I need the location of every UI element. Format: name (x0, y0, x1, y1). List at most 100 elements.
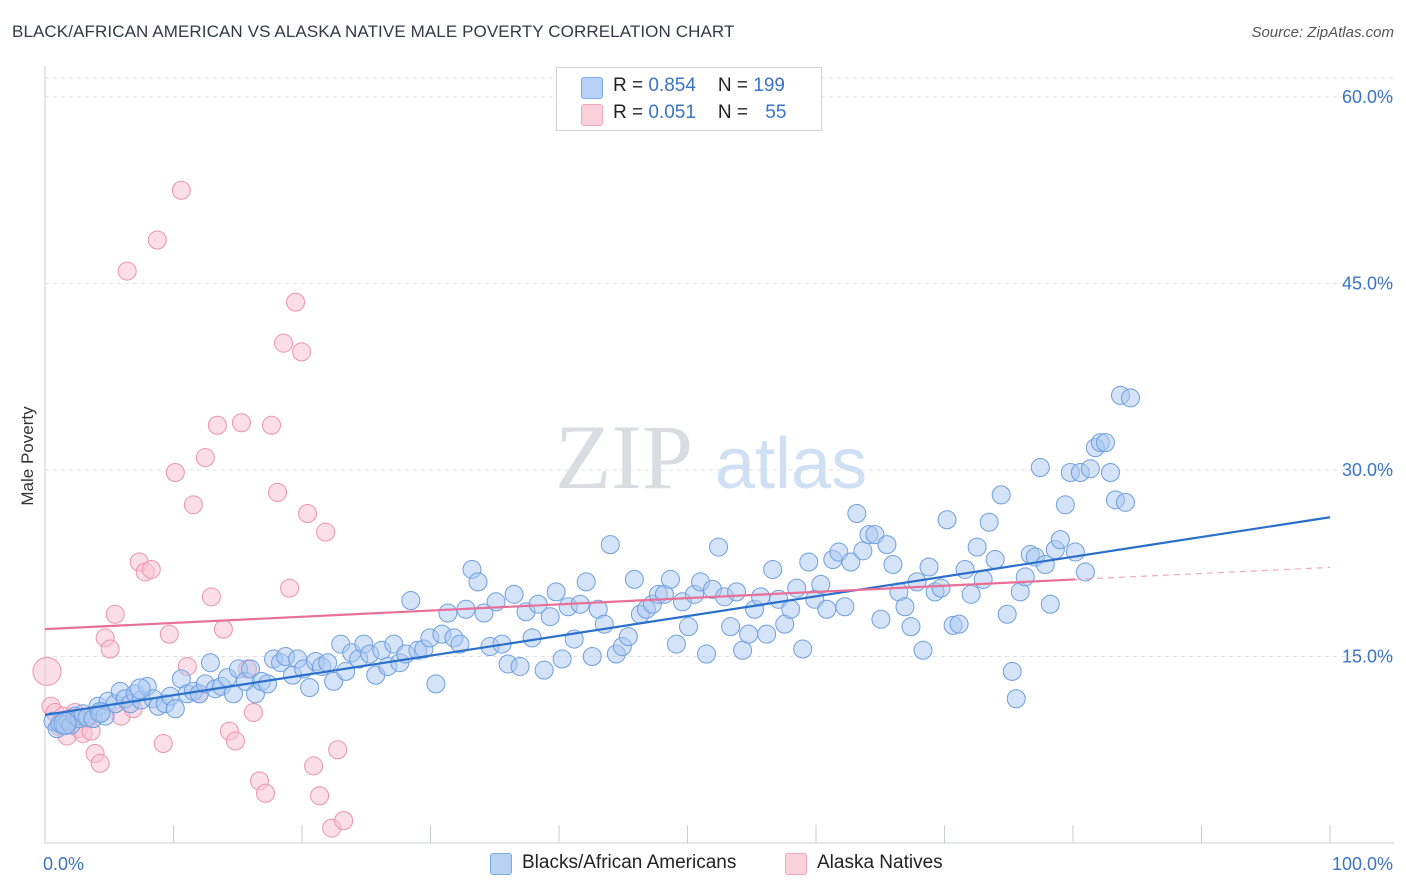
black-african-american-point (811, 574, 831, 594)
black-african-american-point (721, 617, 741, 637)
black-african-american-point (991, 485, 1011, 505)
black-african-american-point (817, 599, 837, 619)
black-african-american-point (727, 582, 747, 602)
black-african-american-point (709, 537, 729, 557)
black-african-american-point (240, 659, 260, 679)
black-african-american-point (510, 656, 530, 676)
black-african-american-point (919, 557, 939, 577)
black-african-american-point (1040, 594, 1060, 614)
black-african-american-point (546, 582, 566, 602)
alaska-native-point (171, 180, 191, 200)
legend-label-blacks: Blacks/African Americans (522, 852, 737, 873)
black-african-american-point (937, 510, 957, 530)
y-tick-label: 30.0% (1342, 460, 1393, 480)
r-label: R = (613, 102, 649, 123)
black-african-american-point (660, 569, 680, 589)
black-african-american-point (438, 603, 458, 623)
black-african-american-point (949, 614, 969, 634)
alaska-native-point (147, 230, 167, 250)
alaska-native-point (225, 731, 245, 751)
black-african-american-point (426, 674, 446, 694)
black-african-american-point (1120, 388, 1140, 408)
black-african-american-point (468, 572, 488, 592)
alaska-native-point (90, 753, 110, 773)
alaska-native-point (105, 604, 125, 624)
axes (44, 66, 1394, 844)
black-african-american-point (53, 712, 77, 736)
black-african-american-point (883, 554, 903, 574)
black-african-american-point (853, 541, 873, 561)
y-tick-label: 45.0% (1342, 274, 1393, 294)
legend-swatch-blacks (581, 77, 603, 99)
r-value-blacks: 0.854 (648, 75, 696, 96)
legend-swatch-alaska (785, 853, 807, 875)
alaska-native-point (100, 639, 120, 659)
black-african-american-point (871, 609, 891, 629)
black-african-american-point (1050, 530, 1070, 550)
black-african-american-point (955, 559, 975, 579)
alaska-native-point (274, 333, 294, 353)
alaska-trend-line (44, 578, 1076, 631)
black-african-american-point (576, 572, 596, 592)
series-legend: Blacks/African Americans Alaska Natives (0, 851, 1406, 879)
black-african-american-point (979, 512, 999, 532)
black-african-american-point (129, 678, 151, 700)
r-label: R = (613, 75, 649, 96)
black-african-american-point (504, 584, 524, 604)
black-african-american-point (847, 504, 867, 524)
black-african-american-point (961, 584, 981, 604)
black-african-american-point (997, 604, 1017, 624)
n-label: N = (717, 75, 754, 96)
black-african-american-point (901, 617, 921, 637)
tick-labels: 15.0% 30.0% 45.0% 60.0% 0.0% 100.0% (43, 87, 1393, 874)
black-african-american-point (300, 678, 320, 698)
alaska-trend-extension (1074, 566, 1331, 581)
black-african-american-point (985, 550, 1005, 570)
y-tick-label: 60.0% (1342, 87, 1393, 107)
alaska-native-point (195, 448, 215, 468)
alaska-native-point (316, 522, 336, 542)
watermark-atlas: atlas (715, 424, 867, 504)
black-african-american-point (450, 634, 470, 654)
black-african-american-point (624, 569, 644, 589)
alaska-native-point (292, 342, 312, 362)
source-note: Source: ZipAtlas.com (1251, 24, 1394, 41)
y-tick-label: 15.0% (1342, 647, 1393, 667)
black-african-american-point (540, 607, 560, 627)
blacks-trend-line (44, 516, 1331, 717)
alaska-native-point (32, 656, 62, 686)
black-african-american-point (165, 699, 185, 719)
black-african-american-point (200, 653, 220, 673)
black-african-american-point (600, 535, 620, 555)
alaska-native-point (286, 292, 306, 312)
black-african-american-point (835, 597, 855, 617)
alaska-native-point (153, 734, 173, 754)
x-tick-label: 100.0% (1332, 854, 1393, 874)
black-african-american-point (318, 653, 338, 673)
black-african-american-point (733, 640, 753, 660)
chart-title: BLACK/AFRICAN AMERICAN VS ALASKA NATIVE … (12, 22, 735, 41)
black-african-american-point (1100, 462, 1120, 482)
watermark: ZIP atlas (555, 406, 867, 508)
black-african-american-point (895, 597, 915, 617)
black-african-american-point (967, 537, 987, 557)
black-african-american-point (787, 578, 807, 598)
alaska-native-point (334, 811, 354, 831)
black-african-american-point (666, 634, 686, 654)
black-african-american-point (757, 624, 777, 644)
black-african-american-point (931, 578, 951, 598)
trend-lines (44, 516, 1331, 717)
black-african-american-point (1095, 433, 1115, 453)
legend-swatch-alaska (581, 104, 603, 126)
black-african-american-point (697, 644, 717, 664)
alaska-native-point (280, 578, 300, 598)
black-african-american-point (877, 535, 897, 555)
black-african-american-point (1115, 492, 1135, 512)
black-african-american-point (582, 647, 602, 666)
black-african-american-point (739, 624, 759, 644)
alaska-native-point (159, 624, 179, 644)
alaska-native-point (328, 740, 348, 760)
black-african-american-point (401, 591, 421, 611)
black-african-american-point (1030, 458, 1050, 478)
